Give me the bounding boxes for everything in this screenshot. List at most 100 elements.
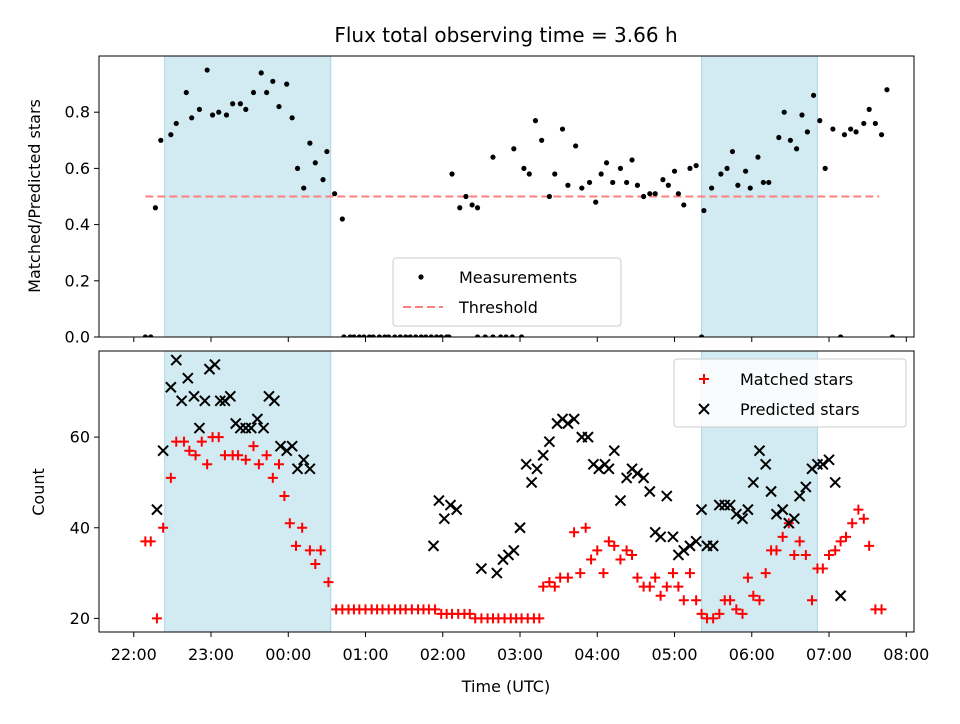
legend-box <box>673 358 907 428</box>
axes-frame <box>98 350 915 633</box>
measurement-point <box>511 146 517 152</box>
predicted-star-point <box>491 567 503 579</box>
measurement-point <box>407 334 413 337</box>
matched-star-point <box>273 459 284 470</box>
measurement-point <box>624 179 630 186</box>
measurement-point <box>586 179 593 186</box>
measurement-point <box>474 205 481 211</box>
measurement-point <box>652 191 658 197</box>
measurement-point <box>237 101 243 107</box>
measurement-point <box>474 334 481 337</box>
measurement-point <box>397 334 403 337</box>
matched-star-point <box>627 549 638 560</box>
measurement-point <box>861 120 867 127</box>
measurement-point <box>671 168 678 174</box>
matched-star-point <box>598 568 609 579</box>
x-tick-label: 07:00 <box>806 645 852 664</box>
predicted-star-point <box>759 458 772 471</box>
matched-star-point <box>667 568 678 579</box>
bottom-y-axis-label: Count <box>29 468 48 516</box>
predicted-star-point <box>608 445 620 457</box>
top-y-axis-label: Matched/Predicted stars <box>25 99 44 293</box>
predicted-star-point <box>568 413 580 425</box>
measurement-point <box>848 126 854 132</box>
matched-star-point <box>592 545 603 556</box>
measurement-point <box>878 132 885 138</box>
predicted-star-point <box>631 467 644 480</box>
measurement-point <box>204 67 210 73</box>
measurement-point <box>438 334 444 337</box>
predicted-star-point <box>765 485 777 498</box>
predicted-star-point <box>304 463 316 475</box>
data-points <box>142 67 895 337</box>
y-tick-label: 20 <box>70 609 90 628</box>
matched-star-point <box>789 549 800 560</box>
legend-box <box>392 257 622 327</box>
x-tick-label: 08:00 <box>883 645 929 664</box>
matched-star-point <box>754 595 765 606</box>
measurement-point <box>347 334 353 337</box>
predicted-star-point <box>684 540 696 552</box>
matched-star-point <box>562 572 573 583</box>
predicted-star-point <box>531 463 543 475</box>
matched-star-point <box>290 540 301 551</box>
matched-star-point <box>841 531 852 542</box>
predicted-star-point <box>690 535 702 548</box>
y-tick-label: 0.0 <box>65 328 90 347</box>
measurement-point <box>230 101 236 107</box>
predicted-star-point <box>695 503 708 516</box>
predicted-star-point <box>614 494 627 507</box>
measurement-point <box>610 179 616 186</box>
measurement-point <box>312 160 318 166</box>
measurement-point <box>526 171 532 177</box>
measurement-point <box>332 191 338 197</box>
measurement-point <box>366 334 372 337</box>
measurement-point <box>482 334 488 337</box>
matched-star-point <box>151 613 162 624</box>
measurement-point <box>841 132 848 138</box>
measurement-point <box>634 182 641 188</box>
x-tick-label: 00:00 <box>265 645 311 664</box>
predicted-star-point <box>514 522 526 534</box>
measurement-point <box>294 165 301 171</box>
matched-star-point <box>661 581 672 592</box>
x-tick-label: 05:00 <box>651 645 697 664</box>
measurement-point <box>830 126 836 132</box>
measurement-point <box>189 115 195 121</box>
matched-star-point <box>737 608 748 619</box>
matched-star-point <box>284 518 295 529</box>
predicted-star-point <box>829 476 841 489</box>
measurement-point <box>361 334 367 337</box>
x-tick-label: 02:00 <box>420 645 466 664</box>
predicted-star-point <box>793 490 806 502</box>
measurement-point <box>660 177 666 183</box>
measurement-point <box>884 87 890 93</box>
y-tick-label: 0.2 <box>65 271 90 290</box>
matched-star-point <box>575 568 586 579</box>
measurement-point <box>853 129 859 135</box>
predicted-star-point <box>475 562 488 575</box>
measurement-point <box>168 132 174 138</box>
matched-star-point <box>876 604 887 615</box>
matched-star-point <box>464 608 475 619</box>
predicted-star-point <box>151 503 163 516</box>
predicted-star-point <box>188 390 200 403</box>
measurement-point <box>243 106 249 112</box>
matched-star-point <box>538 581 549 592</box>
predicted-star-point <box>165 381 177 393</box>
measurement-point <box>264 89 270 96</box>
measurement-point <box>781 109 787 115</box>
matched-star-point <box>725 595 736 606</box>
measurement-point <box>552 171 558 177</box>
measurement-point <box>183 89 189 96</box>
matched-star-point <box>650 572 661 583</box>
matched-star-point <box>835 536 846 547</box>
predicted-star-point <box>298 454 310 466</box>
measurement-point <box>289 115 295 121</box>
predicted-star-point <box>525 476 538 489</box>
measurement-point <box>724 165 730 171</box>
legend-predicted-label: Predicted stars <box>740 400 860 419</box>
measurement-point <box>617 165 624 171</box>
matched-star-point <box>830 545 841 556</box>
